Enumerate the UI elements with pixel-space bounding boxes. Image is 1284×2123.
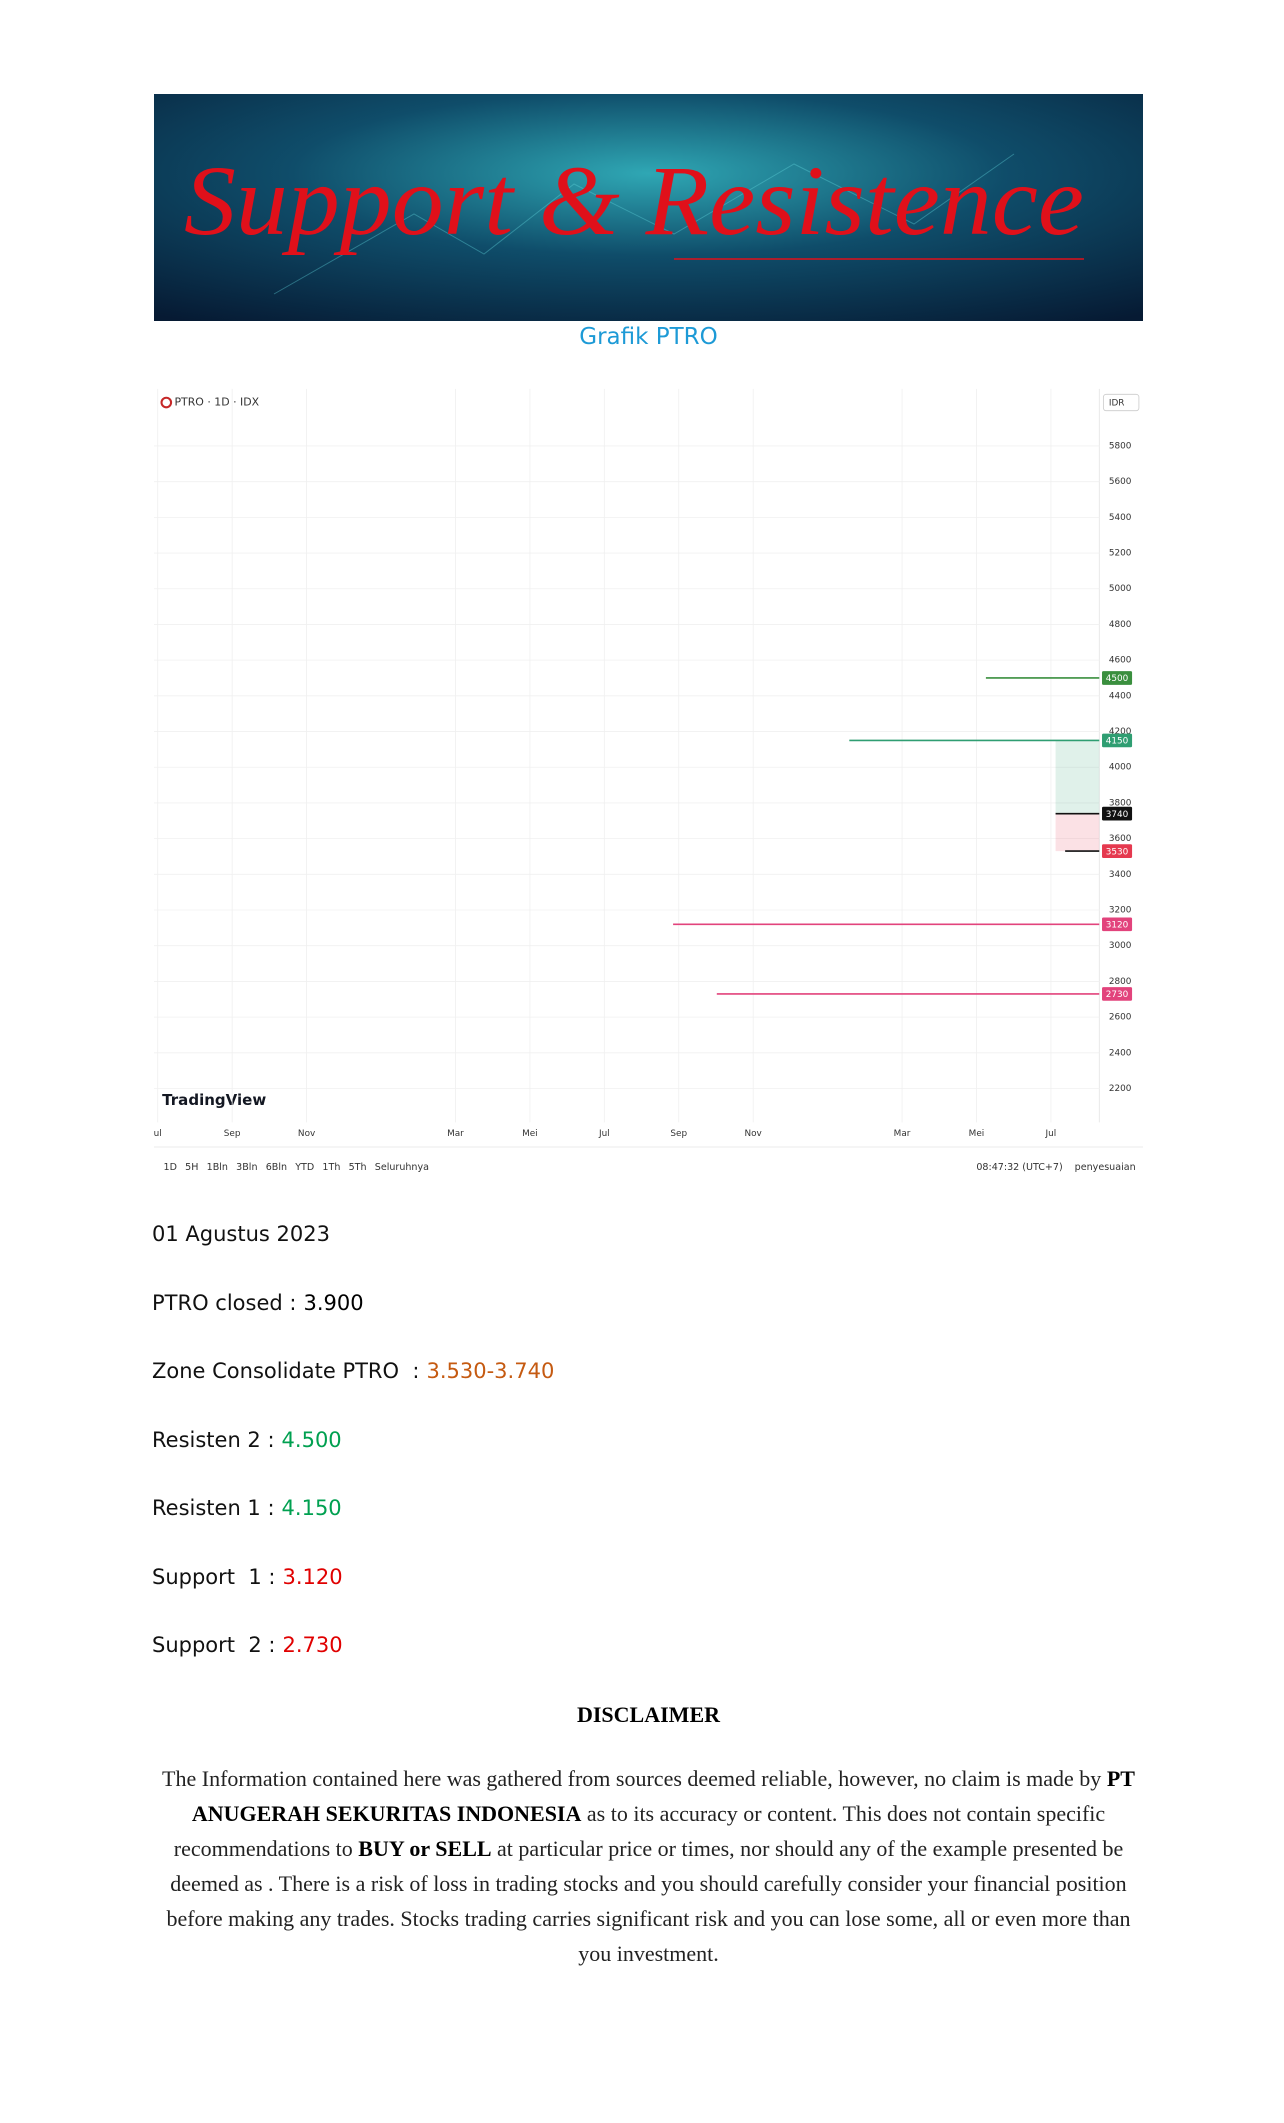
y-tick-label: 2200 xyxy=(1109,1084,1132,1094)
timeframe-button[interactable]: 3Bln xyxy=(236,1162,257,1173)
banner: Support & Resistence xyxy=(154,94,1143,321)
x-tick-label: Mar xyxy=(894,1129,911,1139)
report: 01 Agustus 2023 PTRO closed :3.900 Zone C… xyxy=(152,1222,554,1702)
report-row: Zone Consolidate PTRO :3.530-3.740 xyxy=(152,1359,554,1428)
y-tick-label: 3400 xyxy=(1109,870,1132,880)
symbol-icon xyxy=(160,396,173,409)
report-label: Resisten 2 : xyxy=(152,1427,275,1452)
report-label: Resisten 1 : xyxy=(152,1496,275,1520)
y-tick-label: 5200 xyxy=(1109,549,1132,559)
y-tick-label: 3600 xyxy=(1109,834,1132,844)
logo: TradingView xyxy=(162,1091,266,1109)
level-label: 3530 xyxy=(1106,847,1129,857)
timeframe-button[interactable]: 6Bln xyxy=(266,1162,287,1173)
report-value: 4.500 xyxy=(281,1427,342,1452)
timeframe-button[interactable]: Seluruhnya xyxy=(375,1162,429,1173)
report-label: PTRO closed : xyxy=(152,1290,297,1315)
report-value: 4.150 xyxy=(281,1496,342,1520)
x-tick-label: Sep xyxy=(670,1129,687,1139)
timeframe-button[interactable]: 1Th xyxy=(322,1162,340,1173)
report-label: Support 1 : xyxy=(152,1564,276,1589)
report-date: 01 Agustus 2023 xyxy=(152,1222,330,1246)
report-value: 2.730 xyxy=(282,1633,343,1657)
x-tick-label: Nov xyxy=(298,1129,315,1139)
y-tick-label: 4600 xyxy=(1109,656,1132,666)
disclaimer-bold: PT ANUGERAH SEKURITAS INDONESIA xyxy=(191,1766,1135,1826)
timeframe-button[interactable]: 1D xyxy=(164,1162,177,1173)
currency[interactable]: IDR xyxy=(1109,399,1125,409)
disclaimer-segment: The Information contained here was gathe… xyxy=(162,1766,1107,1791)
y-tick-label: 2800 xyxy=(1109,977,1132,987)
level-label: 4500 xyxy=(1106,674,1129,684)
level-label: 3740 xyxy=(1106,810,1129,820)
x-tick-label: Mar xyxy=(447,1129,464,1139)
timeframe-button[interactable]: 5H xyxy=(185,1162,198,1173)
x-tick-label: Sep xyxy=(224,1129,241,1139)
x-tick-label: Nov xyxy=(745,1129,762,1139)
currency-box[interactable] xyxy=(1102,393,1140,412)
report-row: Support 2 :2.730 xyxy=(152,1633,554,1702)
level-badge xyxy=(1102,987,1133,1001)
chart-caption: Grafik PTRO xyxy=(579,324,718,350)
report-label: Support 2 : xyxy=(152,1633,276,1657)
y-tick-label: 2400 xyxy=(1109,1048,1132,1058)
adjust-toggle[interactable]: penyesuaian xyxy=(1075,1162,1136,1173)
report-value: 3.530-3.740 xyxy=(426,1359,555,1383)
clock: 08:47:32 (UTC+7) xyxy=(976,1162,1062,1173)
level-badge xyxy=(1102,917,1133,932)
timeframe-button[interactable]: 5Th xyxy=(349,1162,367,1173)
disclaimer-bold: BUY or SELL xyxy=(358,1836,492,1861)
y-tick-label: 3000 xyxy=(1109,941,1132,951)
y-tick-label: 5800 xyxy=(1109,441,1132,451)
level-label: 2730 xyxy=(1106,990,1129,1000)
disclaimer-title: DISCLAIMER xyxy=(576,1702,721,1727)
level-label: 4150 xyxy=(1106,737,1129,747)
y-tick-label: 4200 xyxy=(1109,727,1132,737)
level-label: 3120 xyxy=(1106,920,1129,930)
level-badge xyxy=(1102,671,1133,685)
disclaimer-segment: at particular price or times, nor should… xyxy=(166,1836,1131,1966)
y-tick-label: 5600 xyxy=(1109,477,1132,487)
disclaimer-segment: as to its accuracy or content. This does… xyxy=(173,1801,1106,1861)
timeframe-button[interactable]: 1Bln xyxy=(207,1162,228,1173)
disclaimer-text: The Information contained here was gathe… xyxy=(150,1761,1147,1971)
chart-background xyxy=(154,382,1143,1188)
report-value: 3.900 xyxy=(303,1290,364,1315)
x-tick-label: Jul xyxy=(598,1129,610,1139)
y-tick-label: 3200 xyxy=(1109,906,1132,916)
resistance-zone xyxy=(1055,740,1100,814)
report-row: Resisten 1 :4.150 xyxy=(152,1496,554,1565)
x-tick-label: ul xyxy=(154,1129,162,1139)
banner-title: Support & Resistence xyxy=(184,145,1084,256)
y-tick-label: 4000 xyxy=(1109,763,1132,773)
y-tick-label: 4800 xyxy=(1109,620,1132,630)
x-tick-label: Mei xyxy=(522,1129,538,1139)
timeframe-button[interactable]: YTD xyxy=(294,1162,314,1173)
x-tick-label: Mei xyxy=(969,1129,985,1139)
banner-decoration xyxy=(273,153,1015,295)
level-badge xyxy=(1102,844,1133,858)
report-value: 3.120 xyxy=(282,1564,343,1589)
y-tick-label: 5400 xyxy=(1109,513,1132,523)
consolidation-zone xyxy=(1055,813,1100,852)
y-tick-label: 5000 xyxy=(1109,584,1132,594)
chart: PTRO · 1D · IDX IDR TradingView 08:47:32… xyxy=(154,382,1143,1188)
level-badge xyxy=(1102,733,1133,748)
report-row: PTRO closed :3.900 xyxy=(152,1291,554,1360)
y-tick-label: 4400 xyxy=(1109,691,1132,701)
report-row: Support 1 :3.120 xyxy=(152,1565,554,1634)
chart-header: PTRO · 1D · IDX xyxy=(174,396,259,409)
y-tick-label: 3800 xyxy=(1109,798,1132,808)
banner-background xyxy=(154,94,1143,321)
report-label: Zone Consolidate PTRO : xyxy=(152,1359,420,1383)
y-tick-label: 2600 xyxy=(1109,1013,1132,1023)
level-badge xyxy=(1102,806,1133,821)
x-tick-label: Jul xyxy=(1045,1129,1057,1139)
report-row: Resisten 2 :4.500 xyxy=(152,1428,554,1497)
